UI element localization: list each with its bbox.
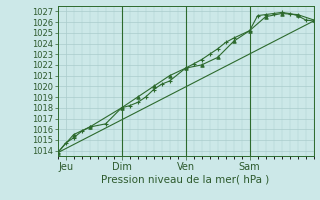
X-axis label: Pression niveau de la mer( hPa ): Pression niveau de la mer( hPa ) — [101, 174, 270, 184]
